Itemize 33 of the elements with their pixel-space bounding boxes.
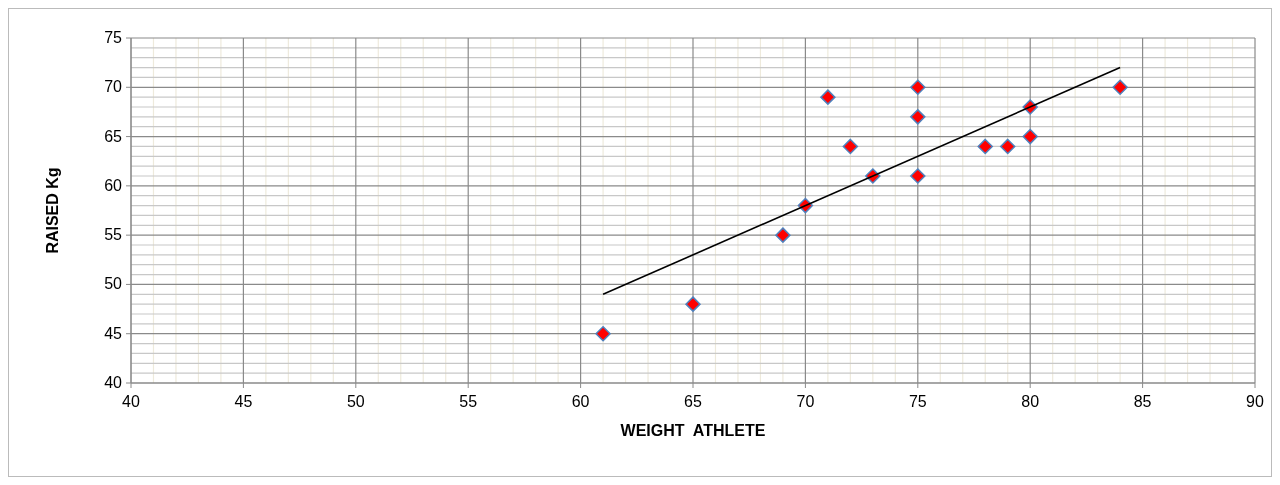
point — [595, 325, 611, 342]
y-tick-label: 65 — [104, 127, 123, 145]
point — [1112, 79, 1128, 96]
x-axis-title: WEIGHT ATHLETE — [620, 422, 766, 439]
x-tick-label: 85 — [1133, 393, 1152, 410]
x-tick-label: 55 — [459, 393, 478, 410]
point — [685, 296, 701, 312]
point — [910, 109, 926, 125]
y-tick-label: 40 — [104, 374, 123, 391]
y-tick-label: 45 — [104, 324, 123, 342]
point — [910, 79, 926, 96]
point — [842, 138, 859, 155]
x-tick-label: 40 — [122, 393, 140, 410]
point — [1022, 128, 1038, 145]
point — [910, 168, 926, 184]
x-tick-label: 50 — [346, 393, 365, 410]
y-axis-title: RAISED Kg — [44, 167, 61, 254]
y-tick-label: 75 — [104, 29, 123, 46]
x-tick-label: 70 — [796, 393, 815, 410]
x-tick-label: 80 — [1021, 393, 1040, 410]
y-tick-label: 55 — [104, 226, 123, 244]
point — [977, 138, 993, 155]
point — [999, 138, 1016, 155]
x-tick-label: 75 — [908, 393, 927, 410]
x-tick-label: 60 — [571, 393, 590, 410]
point — [775, 227, 791, 243]
y-tick-label: 70 — [104, 78, 123, 96]
y-tick-label: 60 — [104, 176, 123, 194]
x-tick-label: 45 — [234, 393, 253, 410]
point — [820, 89, 836, 105]
x-tick-label: 90 — [1246, 393, 1264, 410]
y-tick-label: 50 — [104, 275, 123, 293]
x-tick-label: 65 — [684, 393, 702, 410]
